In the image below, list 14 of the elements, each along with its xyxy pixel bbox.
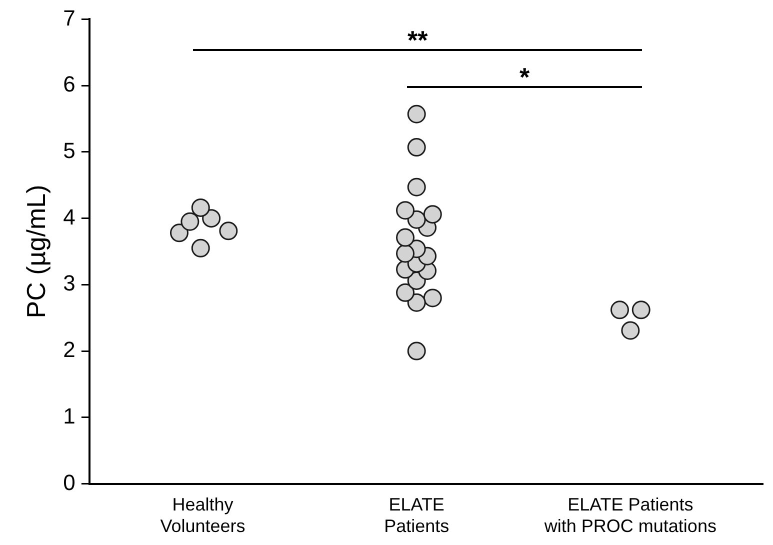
y-tick-label: 4 — [63, 204, 76, 230]
y-tick-label: 6 — [63, 72, 76, 97]
x-tick-label: ELATE Patients with PROC mutations — [543, 494, 716, 536]
y-tick-label: 1 — [63, 403, 76, 428]
y-tick-label: 7 — [63, 5, 76, 30]
y-tick-label: 2 — [63, 337, 76, 362]
x-tick-label: ELATE Patients — [384, 494, 450, 536]
annotation: ** — [406, 25, 429, 56]
y-tick-label: 5 — [63, 138, 76, 164]
y-axis-title: PC (µg/mL) — [20, 184, 51, 318]
annotation: * — [518, 62, 531, 92]
y-tick-label: 0 — [63, 470, 76, 495]
x-tick-label: Healthy Volunteers — [160, 494, 246, 536]
y-tick-label: 3 — [63, 270, 76, 296]
